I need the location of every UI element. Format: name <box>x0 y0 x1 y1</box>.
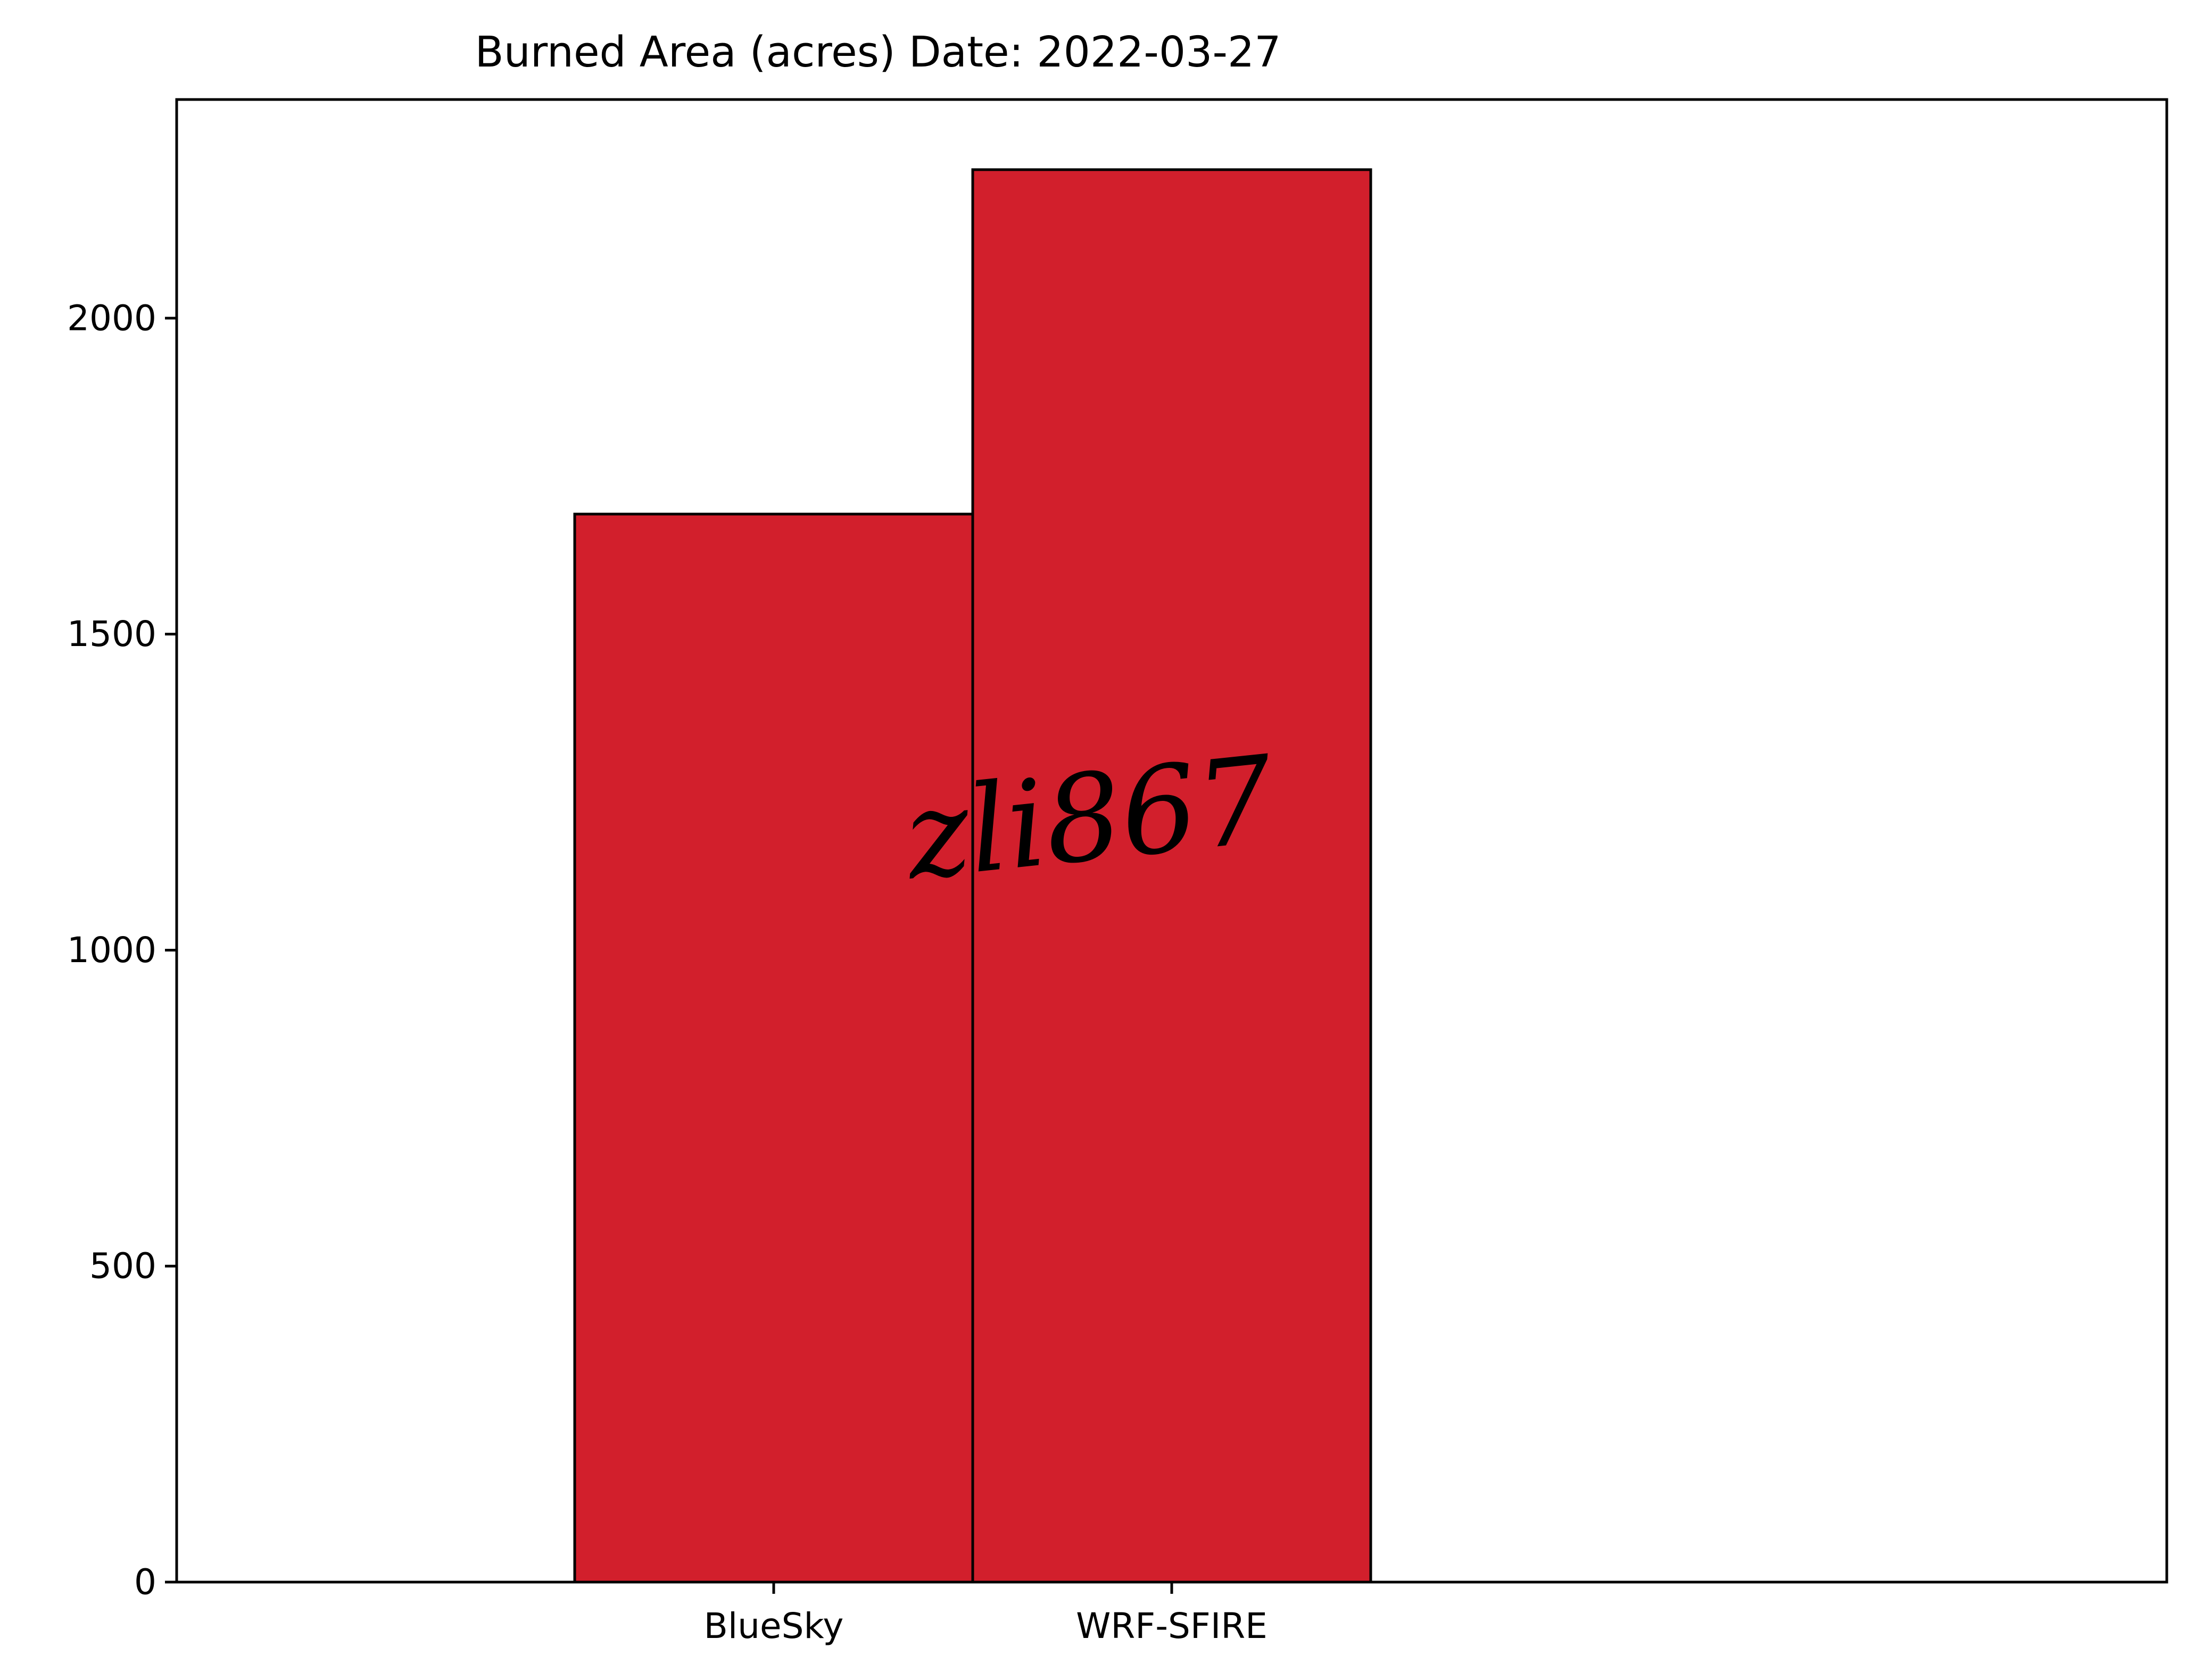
bar-bluesky <box>573 512 974 1584</box>
plot-frame <box>175 98 2168 1584</box>
bar-series <box>573 168 1372 1584</box>
y-axis: 0 500 1000 1500 2000 <box>67 297 177 1603</box>
y-tick-label: 1000 <box>67 930 156 971</box>
x-tick-label: BlueSky <box>704 1605 844 1646</box>
bar-wrf-sfire <box>971 168 1372 1584</box>
y-tick-label: 500 <box>89 1246 156 1287</box>
y-tick-label: 1500 <box>67 614 156 655</box>
y-tick-label: 0 <box>134 1562 156 1603</box>
y-tick-label: 2000 <box>67 297 156 338</box>
chart-title: Burned Area (acres) Date: 2022-03-27 <box>475 28 1281 77</box>
x-axis: BlueSky WRF-SFIRE <box>704 1582 1268 1646</box>
x-tick-label: WRF-SFIRE <box>1076 1605 1268 1646</box>
